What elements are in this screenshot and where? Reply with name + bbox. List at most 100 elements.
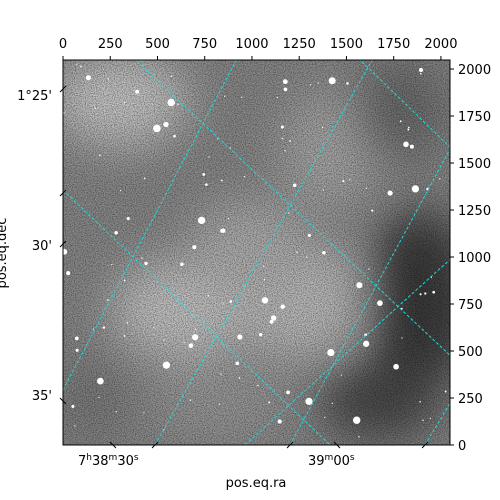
star [188,343,194,348]
star [368,268,370,270]
star [331,402,333,405]
star [235,361,240,366]
star [217,138,219,140]
star [401,337,403,339]
star [107,78,110,80]
star [141,257,143,259]
star [63,248,68,255]
star [418,67,424,73]
star [259,333,263,337]
star [288,212,290,214]
ra-tick-label-1: 7h38m30s [78,453,139,469]
star [420,72,422,75]
star [280,304,285,309]
top-tick-label: 250 [98,37,123,52]
star [282,79,288,85]
sky-image [63,60,450,445]
left-tick [59,240,67,248]
grid-line [289,148,450,445]
star [169,363,171,365]
right-tick-label: 250 [458,392,483,407]
star [432,290,436,294]
star [120,190,122,192]
grid-line [63,189,331,445]
x-axis-label: pos.eq.ra [226,476,287,491]
top-tick-label: 1500 [330,37,363,52]
star [241,96,243,98]
star [184,341,186,343]
star [305,397,313,406]
star [269,319,274,324]
star [197,216,206,225]
star [153,124,161,133]
grid-line [244,258,450,445]
star [162,361,171,369]
star [393,363,399,370]
dec-tick-label-1: 1°25' [17,89,52,104]
star [123,279,126,282]
star [286,390,290,395]
dec-tick-label-3: 35' [32,389,52,404]
star [322,189,325,191]
star [296,251,298,253]
star [220,179,223,182]
star [280,125,284,129]
star [227,218,230,220]
right-tick-label: 0 [458,439,466,454]
star [424,292,427,295]
star [192,245,197,250]
star [377,300,383,306]
grid-line [359,60,450,148]
star [349,179,351,181]
stars [63,63,447,438]
bottom-axis: 7h38m30s 39m00s pos.eq.ra [78,441,429,491]
right-tick-label: 750 [458,298,483,313]
star [365,187,367,189]
star [153,327,155,329]
star [270,315,277,321]
star [74,336,79,341]
star [114,231,118,235]
bottom-tick [109,441,117,449]
star [322,250,326,255]
star [135,89,140,94]
star [202,172,206,176]
top-tick-label: 750 [192,37,217,52]
star [261,297,269,304]
star [324,416,326,418]
star [268,401,271,404]
star [284,150,286,152]
star [356,282,363,289]
star [444,390,447,393]
star [328,77,336,85]
star [98,396,100,399]
star [342,180,345,183]
star [263,265,265,267]
top-tick-label: 0 [59,37,67,52]
star [289,140,291,142]
left-axis: 1°25' 30' 35' [17,85,67,405]
star [263,279,266,281]
star [346,82,349,85]
star [124,101,126,104]
star [327,348,335,357]
star [163,339,165,341]
coordinate-grid [63,60,450,445]
star [419,400,421,403]
star [126,322,129,324]
star [243,176,246,178]
left-tick [59,189,67,197]
star [411,185,420,193]
star [126,216,130,221]
star [170,75,173,77]
star [407,126,410,129]
top-tick-label: 1250 [283,37,316,52]
right-tick-label: 1250 [458,204,491,219]
star [97,377,104,385]
star [63,112,65,114]
star [422,419,424,421]
star [123,334,126,337]
star [107,299,109,301]
